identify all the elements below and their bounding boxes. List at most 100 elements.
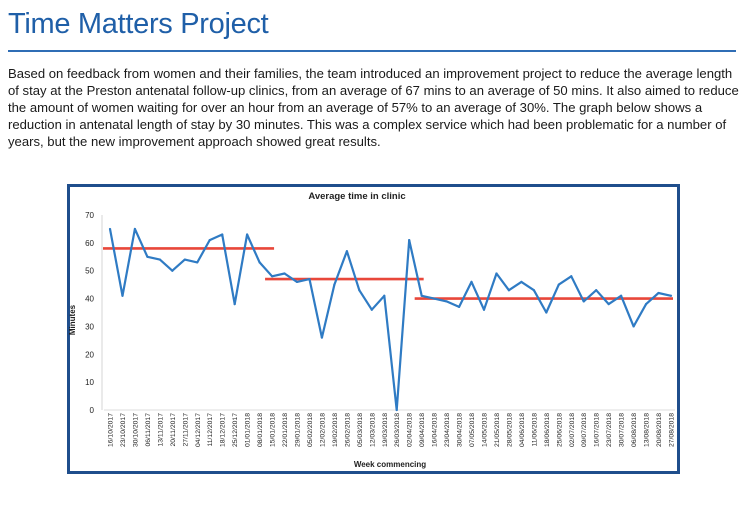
x-tick-label: 30/07/2018 [619, 413, 626, 447]
data-point [507, 289, 511, 292]
x-tick-label: 01/01/2018 [245, 413, 252, 447]
x-tick-label: 16/07/2018 [594, 413, 601, 447]
x-tick-label: 28/05/2018 [506, 413, 513, 447]
intro-paragraph: Based on feedback from women and their f… [8, 66, 739, 149]
x-tick-label: 11/12/2017 [207, 413, 214, 447]
data-point [246, 233, 249, 236]
x-tick-label: 19/03/2018 [382, 413, 389, 447]
data-point [133, 227, 137, 231]
x-tick-label: 07/05/2018 [469, 413, 476, 447]
page-title: Time Matters Project [8, 8, 269, 40]
data-point [482, 308, 486, 311]
data-point [383, 294, 386, 297]
data-point [420, 294, 423, 297]
data-point [620, 294, 623, 297]
x-tick-label: 02/07/2018 [569, 413, 576, 447]
x-tick-label: 15/01/2018 [270, 413, 277, 447]
x-tick-label: 18/06/2018 [544, 413, 551, 447]
data-point [595, 289, 598, 292]
y-tick-label: 60 [85, 239, 94, 248]
data-point [370, 308, 373, 311]
x-tick-label: 21/05/2018 [494, 413, 501, 447]
x-tick-label: 27/08/2018 [669, 413, 676, 447]
data-point [520, 280, 523, 283]
title-divider [8, 50, 736, 52]
data-point [183, 258, 186, 261]
x-tick-label: 16/10/2017 [108, 413, 115, 447]
data-point [221, 233, 224, 236]
x-tick-label: 18/12/2017 [220, 413, 227, 447]
x-tick-label: 02/04/2018 [407, 413, 414, 447]
data-point [669, 294, 673, 297]
x-tick-label: 06/11/2017 [145, 413, 152, 447]
x-tick-label: 05/02/2018 [307, 413, 314, 447]
data-point [632, 325, 635, 328]
data-point [108, 227, 112, 231]
y-tick-label: 0 [90, 406, 95, 415]
x-tick-label: 20/08/2018 [656, 413, 663, 447]
data-point [495, 272, 498, 275]
x-tick-label: 04/06/2018 [519, 413, 526, 447]
data-point [395, 408, 398, 412]
x-tick-label: 29/01/2018 [295, 413, 302, 447]
x-tick-label: 23/10/2017 [120, 413, 127, 447]
y-tick-label: 20 [85, 350, 94, 359]
mean-lines [103, 247, 673, 300]
series-line-group [108, 227, 673, 412]
x-tick-label: 23/04/2018 [444, 413, 451, 447]
x-tick-label: 12/03/2018 [369, 413, 376, 447]
data-point [358, 289, 361, 292]
x-tick-label: 25/12/2017 [232, 413, 239, 447]
y-tick-label: 10 [85, 378, 94, 387]
x-tick-label: 04/12/2017 [195, 413, 202, 447]
y-tick-label: 70 [85, 211, 94, 220]
x-tick-label: 09/04/2018 [419, 413, 426, 447]
data-point [320, 336, 324, 339]
x-tick-label: 23/07/2018 [606, 413, 613, 447]
data-point [283, 272, 286, 275]
data-point [607, 303, 610, 306]
chart-title: Average time in clinic [308, 191, 405, 202]
data-point [196, 261, 199, 264]
y-axis-label: Minutes [68, 304, 77, 335]
x-tick-label: 25/06/2018 [556, 413, 563, 447]
data-point [146, 255, 149, 258]
y-tick-label: 50 [85, 267, 94, 276]
x-tick-label: 09/07/2018 [581, 413, 588, 447]
x-tick-label: 13/11/2017 [157, 413, 164, 447]
x-tick-label: 12/02/2018 [319, 413, 326, 447]
x-tick-label: 30/04/2018 [457, 413, 464, 447]
x-tick-label: 14/05/2018 [482, 413, 489, 447]
data-point [121, 294, 124, 297]
data-point [457, 305, 461, 309]
data-point [445, 300, 448, 303]
x-tick-label: 19/02/2018 [332, 413, 339, 447]
data-point [582, 300, 585, 303]
data-point [433, 297, 436, 300]
data-point [158, 258, 161, 261]
data-point [345, 250, 348, 253]
x-tick-label: 26/03/2018 [394, 413, 401, 447]
data-point [644, 303, 648, 306]
x-axis: 16/10/2017 23/10/2017 30/10/2017 06/11/2017… [104, 409, 676, 447]
data-point [408, 238, 411, 242]
data-point [208, 238, 211, 242]
data-point [557, 283, 560, 286]
x-tick-label: 27/11/2017 [182, 413, 189, 447]
data-point [171, 269, 174, 272]
y-axis: 0 10 20 30 40 50 60 70 [85, 211, 103, 415]
x-tick-label: 20/11/2017 [170, 413, 177, 447]
data-point [657, 291, 660, 295]
series-line [108, 227, 672, 412]
x-tick-label: 26/02/2018 [344, 413, 351, 447]
x-tick-label: 16/04/2018 [432, 413, 439, 447]
data-point [333, 283, 336, 286]
x-tick-label: 05/03/2018 [357, 413, 364, 447]
x-axis-label: Week commencing [354, 460, 426, 469]
data-point [270, 275, 274, 278]
data-point [308, 277, 311, 281]
data-point [258, 261, 261, 264]
data-point [532, 289, 535, 292]
x-tick-label: 08/01/2018 [257, 413, 264, 447]
